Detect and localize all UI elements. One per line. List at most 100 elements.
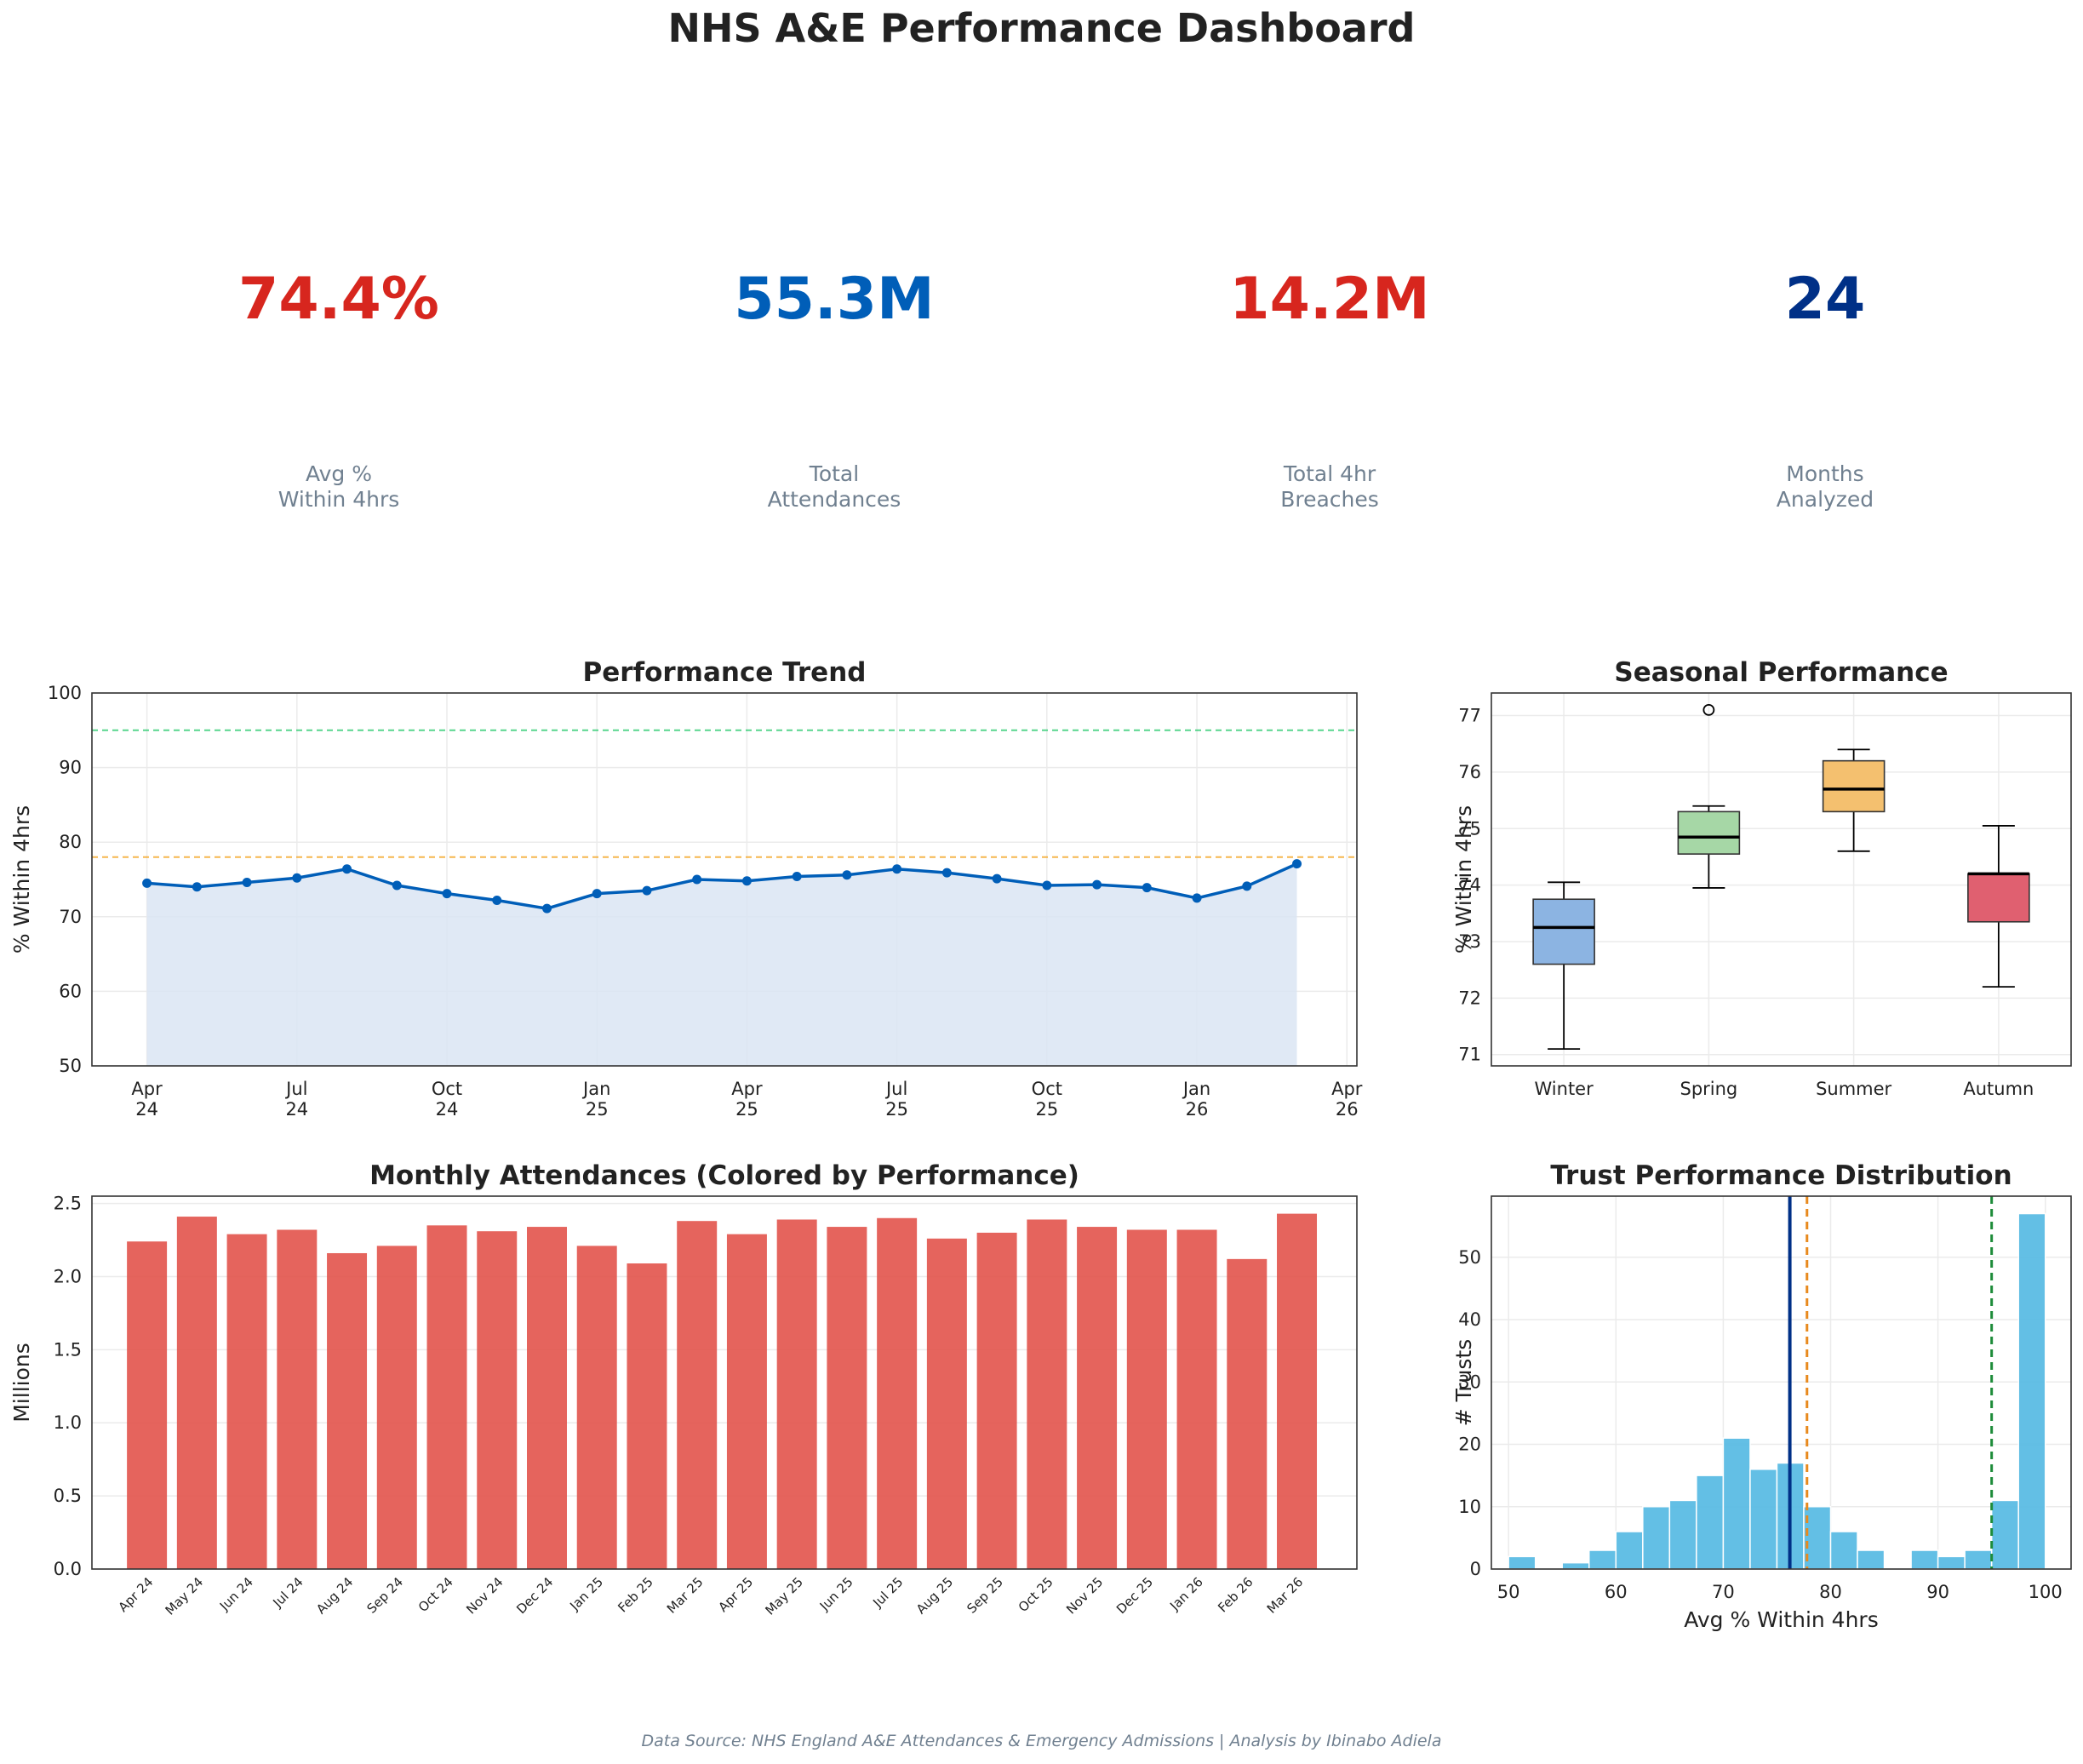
attendance-bar (1027, 1219, 1067, 1569)
histogram-bin-bar (1990, 1499, 2019, 1570)
attendances-x-tick-label: Apr 25 (715, 1574, 756, 1615)
monthly-attendances-chart: 0.0 0.5 1.0 1.5 2.0 2.5 Apr 24 May 24 Jun 24 Jul … (9, 1160, 1358, 1618)
attendance-bar (827, 1227, 867, 1569)
trend-data-point (541, 903, 552, 914)
kpi-label-avg-performance: Avg % Within 4hrs (278, 461, 400, 512)
trend-data-point (1242, 881, 1252, 891)
trend-data-point (192, 882, 202, 892)
trend-data-point (1192, 893, 1202, 903)
attendances-y-tick-label: 2.5 (54, 1194, 82, 1214)
trend-area-fill (146, 863, 1297, 1066)
attendances-x-tick-label: Nov 25 (1063, 1574, 1106, 1617)
trend-data-point (1042, 880, 1052, 891)
seasonal-outlier-point (1702, 704, 1715, 716)
seasonal-box (1532, 898, 1595, 965)
attendance-bar (176, 1217, 217, 1569)
attendance-bar (526, 1227, 567, 1569)
trend-data-point (941, 868, 952, 878)
trend-data-point (792, 871, 802, 881)
trend-y-tick-label: 70 (59, 907, 82, 927)
seasonal-plot-frame (1491, 692, 2072, 1067)
seasonal-y-tick-label: 76 (1458, 762, 1481, 782)
kpi-label-total-breaches: Total 4hr Breaches (1280, 461, 1379, 512)
kpi-value-total-breaches: 14.2M (1229, 266, 1430, 333)
attendances-x-tick-label: Sep 24 (364, 1574, 407, 1617)
attendances-x-tick-label: Jan 26 (1166, 1574, 1206, 1614)
distribution-x-axis-label: Avg % Within 4hrs (1684, 1607, 1879, 1632)
histogram-bin-bar (1508, 1555, 1536, 1570)
attendances-y-tick-label: 2.0 (54, 1266, 82, 1286)
trend-x-tick-label: Jan 26 (1182, 1079, 1210, 1120)
trend-y-tick-label: 80 (59, 832, 82, 852)
attendances-x-tick-label: Jan 25 (566, 1574, 606, 1614)
trend-data-point (992, 873, 1002, 884)
histogram-bin-bar (1749, 1469, 1778, 1570)
kpi-value-avg-performance: 74.4% (238, 266, 439, 333)
trend-x-tick-label: Apr 25 (731, 1079, 763, 1120)
histogram-bin-bar (1910, 1549, 1939, 1570)
attendances-y-tick-label: 0.0 (54, 1559, 82, 1579)
trend-x-tick-label: Apr 24 (131, 1079, 163, 1120)
attendances-x-tick-label: Apr 24 (115, 1574, 156, 1615)
attendances-x-tick-label: Oct 24 (415, 1574, 456, 1615)
trust-distribution-chart: 0 10 20 30 40 50 50 60 70 80 90 100 Trust Performanc… (1451, 1160, 2072, 1632)
attendances-x-tick-label: Aug 24 (313, 1574, 356, 1617)
attendance-bar (1077, 1227, 1118, 1569)
trend-x-tick-label: Oct 25 (1032, 1079, 1062, 1120)
histogram-bin-bar (1615, 1531, 1644, 1570)
attendance-bar (726, 1234, 767, 1569)
attendance-bar (327, 1252, 368, 1569)
trend-data-point (492, 896, 502, 906)
distribution-y-tick-label: 50 (1458, 1247, 1481, 1268)
seasonal-title: Seasonal Performance (1614, 657, 1948, 688)
trend-x-tick-label: Apr 26 (1331, 1079, 1363, 1120)
distribution-plot-frame (1491, 1195, 2072, 1570)
trend-data-point (292, 873, 302, 883)
trend-data-point (142, 878, 152, 888)
distribution-x-tick-label: 100 (2029, 1582, 2063, 1602)
attendance-bar (627, 1263, 667, 1569)
attendances-x-tick-label: May 24 (163, 1574, 207, 1618)
histogram-bin-bar (1642, 1506, 1671, 1570)
trend-data-point (642, 885, 652, 896)
seasonal-x-tick-label: Autumn (1963, 1079, 2034, 1099)
trend-y-tick-label: 90 (59, 758, 82, 778)
attendance-bar (426, 1225, 467, 1569)
data-source-footer: Data Source: NHS England A&E Attendances… (641, 1732, 1442, 1750)
attendances-x-tick-label: Feb 25 (615, 1574, 655, 1615)
attendance-bar (1126, 1229, 1167, 1569)
trend-x-tick-label: Oct 24 (432, 1079, 462, 1120)
distribution-x-tick-label: 90 (1926, 1582, 1949, 1602)
trend-data-point (1292, 859, 1302, 869)
kpi-label-months-analyzed: Months Analyzed (1776, 461, 1874, 512)
seasonal-y-tick-label: 77 (1458, 706, 1481, 726)
distribution-y-axis-label: # Trusts (1451, 1339, 1476, 1426)
seasonal-x-tick-label: Spring (1680, 1079, 1737, 1099)
seasonal-y-axis-label: % Within 4hrs (1451, 805, 1476, 954)
attendances-x-tick-label: Jun 25 (816, 1574, 856, 1614)
seasonal-box (1822, 759, 1886, 813)
trend-series-line (146, 862, 1298, 910)
attendance-bar (1277, 1213, 1318, 1569)
histogram-bin-bar (2017, 1212, 2046, 1570)
seasonal-box (1677, 810, 1741, 855)
distribution-x-tick-label: 50 (1497, 1582, 1520, 1602)
trend-x-tick-label: Jul 24 (284, 1079, 308, 1120)
distribution-y-tick-label: 20 (1458, 1435, 1481, 1455)
attendance-bar (1176, 1229, 1217, 1569)
attendance-bar (226, 1234, 267, 1569)
attendances-x-tick-label: Dec 24 (513, 1574, 556, 1617)
attendances-x-tick-label: Mar 26 (1264, 1574, 1307, 1617)
attendance-bar (576, 1246, 617, 1569)
distribution-y-tick-label: 10 (1458, 1497, 1481, 1517)
distribution-y-tick-label: 0 (1470, 1559, 1481, 1579)
dashboard-title: NHS A&E Performance Dashboard (667, 5, 1416, 51)
attendances-x-tick-label: Oct 25 (1016, 1574, 1056, 1615)
attendance-bar (376, 1246, 417, 1569)
trend-data-point (741, 876, 752, 886)
distribution-y-tick-label: 30 (1458, 1372, 1481, 1392)
distribution-title: Trust Performance Distribution (1550, 1160, 2011, 1191)
attendances-title: Monthly Attendances (Colored by Performa… (369, 1160, 1079, 1191)
attendances-y-axis-label: Millions (9, 1343, 34, 1423)
histogram-bin-bar (1857, 1549, 1886, 1570)
